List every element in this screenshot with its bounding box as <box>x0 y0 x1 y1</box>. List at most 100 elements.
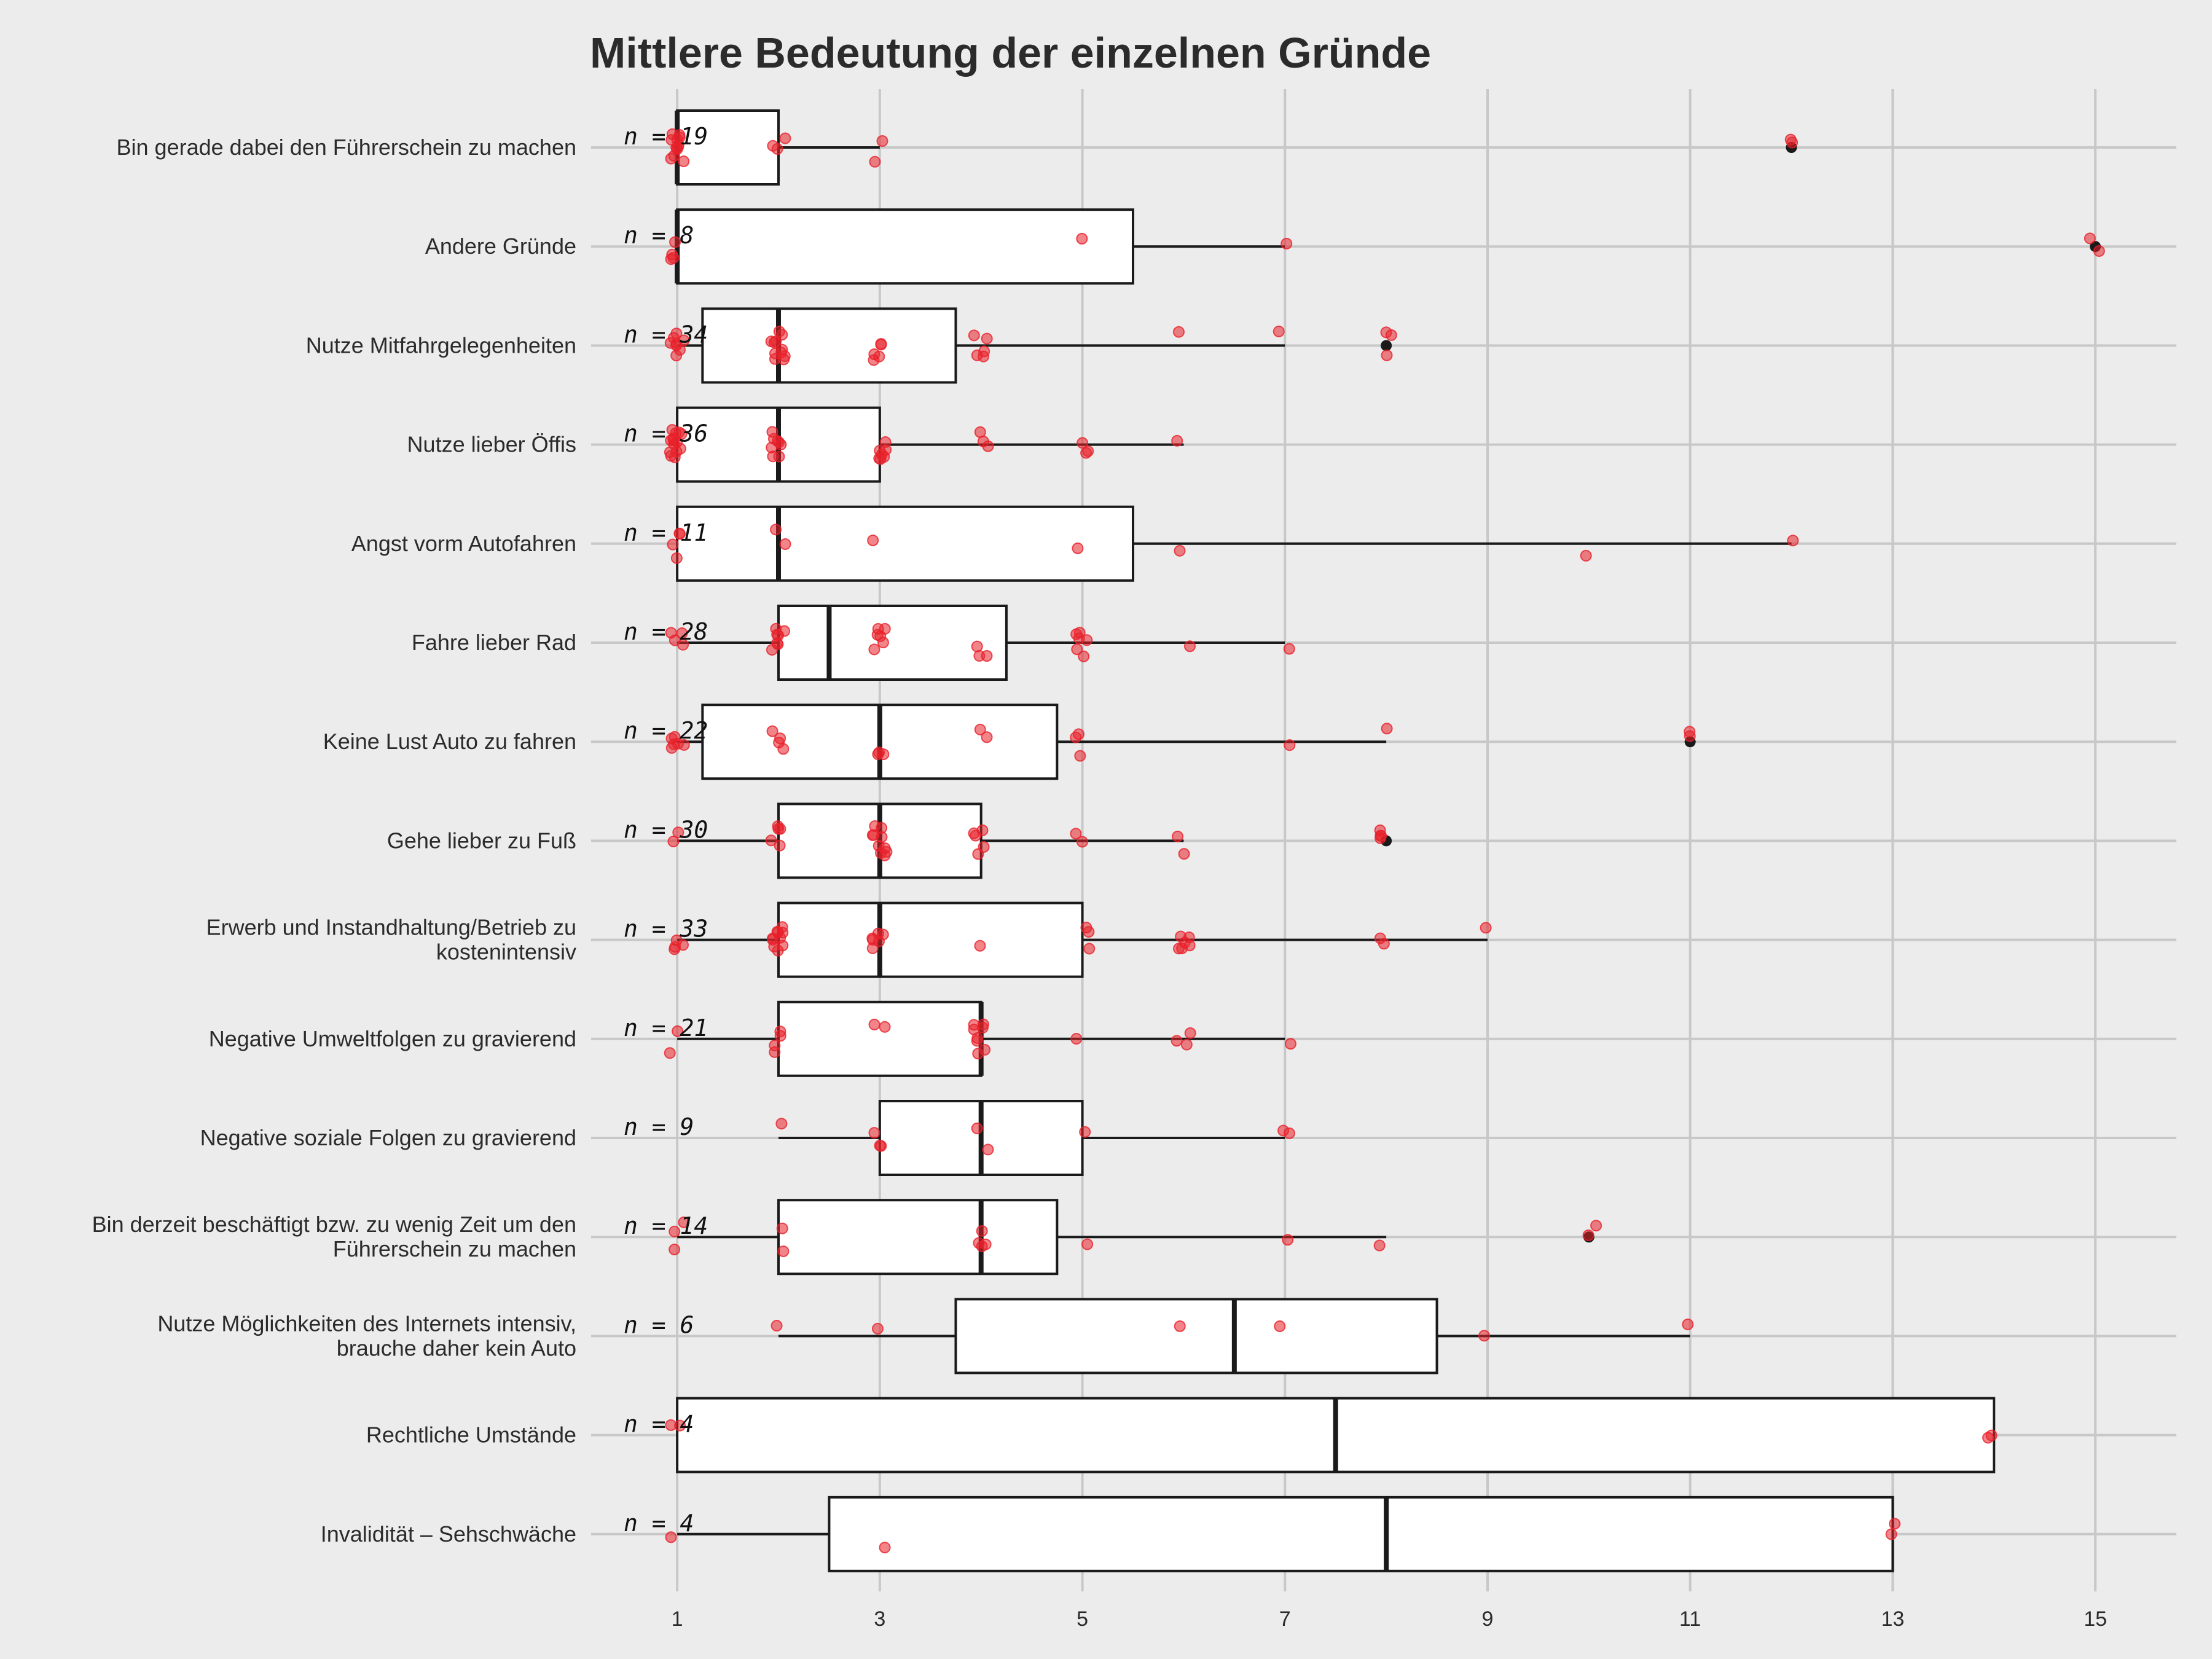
category-label: Bin derzeit beschäftigt bzw. zu wenig Ze… <box>92 1212 576 1237</box>
data-point <box>981 731 993 743</box>
data-point <box>971 1032 984 1045</box>
data-point <box>777 1245 790 1257</box>
data-point <box>673 528 686 540</box>
category-label: Erwerb und Instandhaltung/Betrieb zu <box>206 915 576 940</box>
data-point <box>1283 643 1295 655</box>
data-point <box>1682 1318 1694 1330</box>
data-point <box>765 335 777 348</box>
data-point <box>765 834 777 847</box>
x-tick-label: 1 <box>672 1607 683 1631</box>
data-point <box>766 725 779 737</box>
data-point <box>1284 1038 1296 1050</box>
data-point <box>674 442 686 455</box>
n-label: n = 33 <box>624 916 708 943</box>
data-point <box>774 823 786 835</box>
category-label: Gehe lieber zu Fuß <box>387 828 576 853</box>
n-label: n = 4 <box>624 1411 694 1438</box>
data-point <box>876 135 888 147</box>
data-point <box>776 921 788 933</box>
category-label: Fahre lieber Rad <box>412 630 576 655</box>
n-label: n = 30 <box>624 816 708 843</box>
outlier-point <box>1381 340 1392 351</box>
data-point <box>1171 434 1183 447</box>
n-label: n = 34 <box>624 321 708 348</box>
x-tick-label: 3 <box>874 1607 885 1631</box>
box <box>777 1199 1059 1276</box>
data-point <box>1077 437 1089 449</box>
data-point <box>876 831 888 843</box>
category-label: Angst vorm Autofahren <box>351 531 576 556</box>
n-label: n = 8 <box>624 222 694 249</box>
data-point <box>1889 1518 1901 1530</box>
data-point <box>1070 731 1082 743</box>
n-label: n = 36 <box>624 420 708 447</box>
data-point <box>1180 1038 1193 1051</box>
box <box>828 1496 1894 1572</box>
data-point <box>767 450 779 463</box>
data-point <box>774 839 786 852</box>
data-point <box>971 349 983 361</box>
boxes-layer <box>675 109 1996 1572</box>
data-point <box>1375 832 1387 844</box>
x-tick-label: 15 <box>2084 1607 2107 1631</box>
data-point <box>968 329 980 342</box>
data-point <box>772 638 784 651</box>
n-label: n = 28 <box>624 618 708 645</box>
data-point <box>1284 739 1296 751</box>
category-label: kostenintensiv <box>436 939 576 965</box>
data-point <box>877 637 889 649</box>
data-point <box>1381 349 1393 361</box>
data-point <box>1281 237 1293 249</box>
data-point <box>769 353 781 365</box>
data-point <box>1274 1320 1286 1332</box>
data-point <box>868 1127 880 1139</box>
data-point <box>866 942 879 954</box>
box <box>777 901 1084 978</box>
data-point <box>871 629 884 641</box>
data-point <box>879 436 892 449</box>
data-point <box>1083 926 1095 938</box>
data-point <box>1885 1528 1897 1540</box>
data-point <box>1277 1124 1290 1137</box>
data-point <box>974 723 986 735</box>
data-point <box>978 841 990 853</box>
category-label: Negative soziale Folgen zu gravierend <box>200 1125 576 1150</box>
data-point <box>779 132 791 144</box>
data-point <box>668 434 680 447</box>
data-point <box>981 332 993 345</box>
data-point <box>670 552 683 564</box>
data-point <box>1787 535 1799 547</box>
data-point <box>667 332 680 344</box>
data-point <box>869 155 881 168</box>
category-label: Negative Umweltfolgen zu gravierend <box>209 1026 576 1051</box>
data-point <box>1374 932 1386 944</box>
n-label: n = 6 <box>624 1311 694 1338</box>
data-point <box>775 439 787 451</box>
data-point <box>1282 1234 1294 1246</box>
data-point <box>678 1216 690 1228</box>
data-point <box>970 830 982 842</box>
data-point <box>1183 640 1196 653</box>
data-point <box>1070 1033 1083 1045</box>
data-point <box>868 348 880 360</box>
x-tick-label: 13 <box>1881 1607 1904 1631</box>
data-point <box>971 1122 983 1134</box>
data-point <box>876 448 888 460</box>
data-point <box>879 1021 891 1033</box>
data-point <box>1786 136 1798 149</box>
data-point <box>1078 650 1090 662</box>
data-point <box>1172 830 1184 842</box>
data-point <box>976 1225 988 1237</box>
data-point <box>667 538 679 551</box>
data-point <box>1071 643 1083 656</box>
box <box>777 605 1008 681</box>
box <box>676 505 1134 582</box>
data-point <box>971 640 983 653</box>
category-label: Führerschein zu machen <box>333 1236 576 1261</box>
data-point <box>666 128 678 140</box>
chart-title: Mittlere Bedeutung der einzelnen Gründe <box>590 29 1431 77</box>
data-point <box>1184 1027 1196 1039</box>
data-point <box>1082 445 1094 457</box>
data-point <box>982 1143 994 1156</box>
